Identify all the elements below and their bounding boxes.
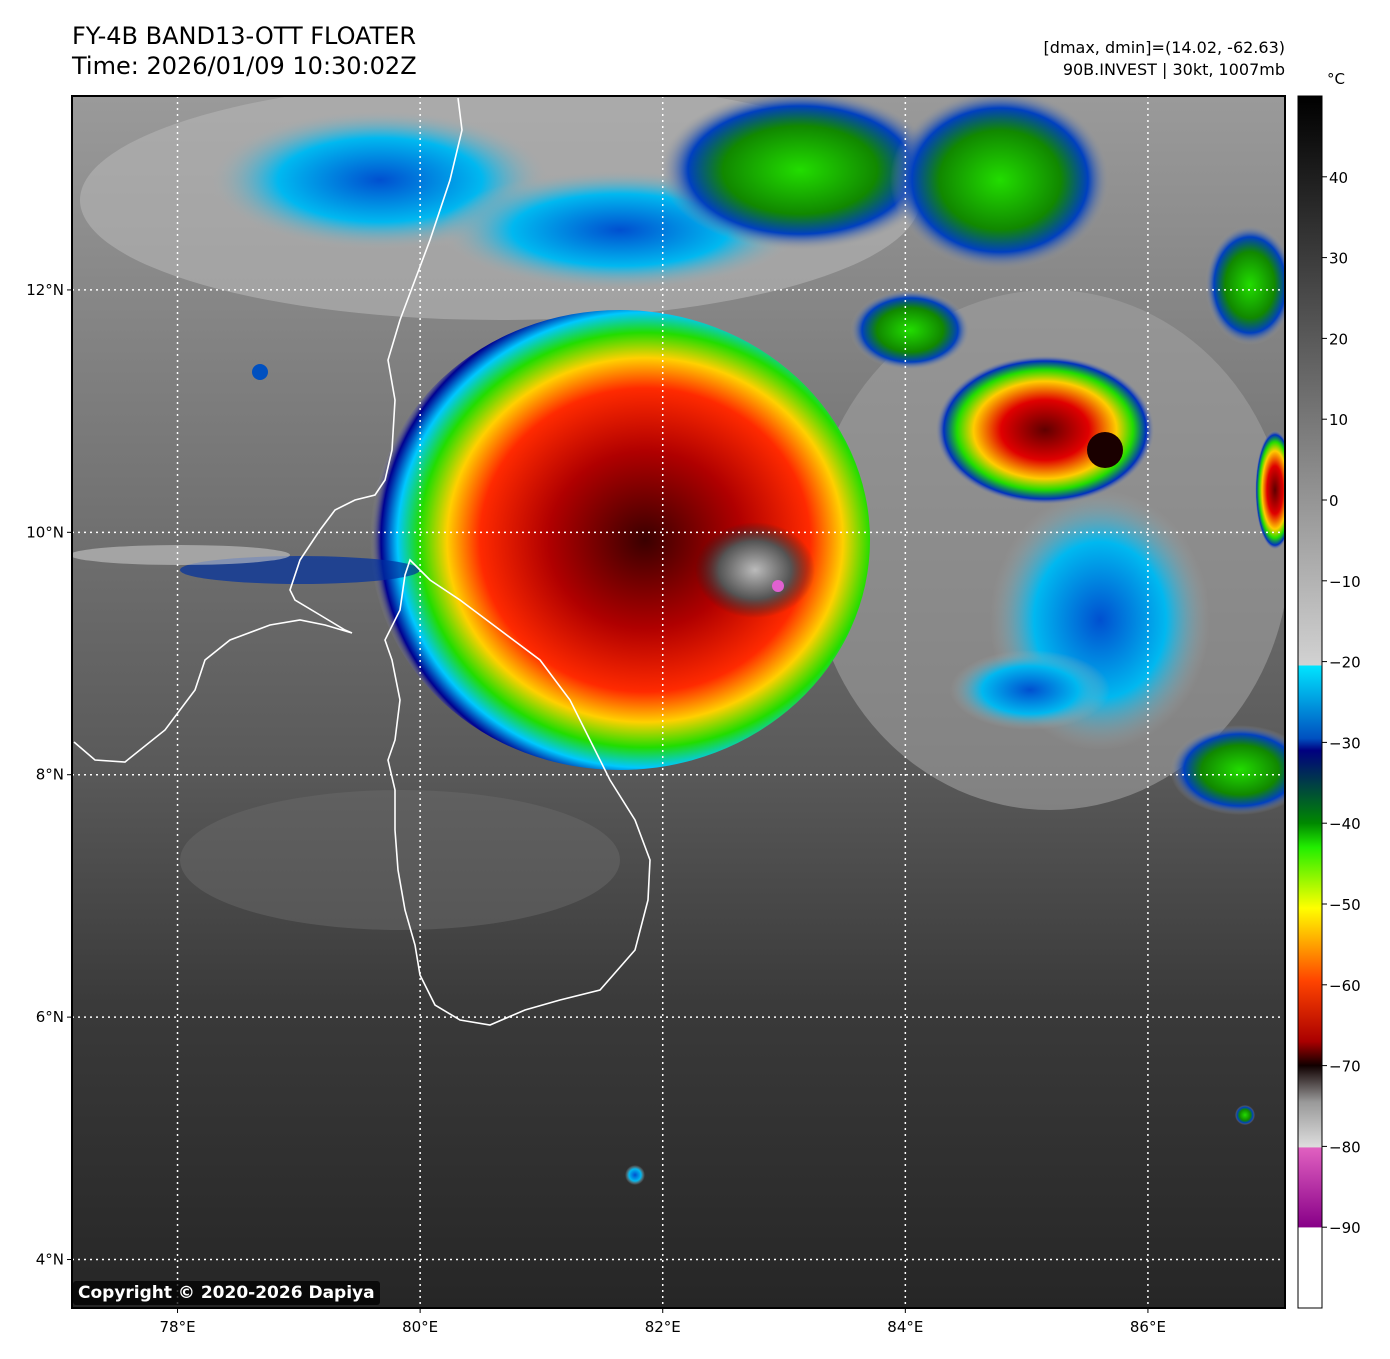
green-cell-edge xyxy=(1205,225,1285,345)
map-frame xyxy=(71,95,1286,1309)
storm-info: 90B.INVEST | 30kt, 1007mb xyxy=(1062,60,1285,79)
colorbar-tick-label: −50 xyxy=(1329,896,1361,914)
colorbar-tick-label: −90 xyxy=(1329,1219,1361,1237)
colorbar-tick-label: −40 xyxy=(1329,815,1361,833)
small-cell-west xyxy=(252,364,268,380)
gridlines xyxy=(72,96,1285,1308)
colorbar-tick-label: −70 xyxy=(1329,1058,1361,1076)
copyright-badge: Copyright © 2020-2026 Dapiya xyxy=(73,1281,380,1305)
storm-warm-spot xyxy=(695,522,815,618)
storm-cloud-shield xyxy=(370,310,870,770)
coastline-sri-lanka xyxy=(384,558,651,1026)
lat-tick-label: 10°N xyxy=(26,523,64,541)
data-range-info: [dmax, dmin]=(14.02, -62.63) xyxy=(1043,38,1285,57)
colorbar-tick-label: −60 xyxy=(1329,977,1361,995)
colorbar-tick-label: 40 xyxy=(1329,169,1348,187)
title-time: Time: 2026/01/09 10:30:02Z xyxy=(72,52,417,80)
lat-tick-label: 8°N xyxy=(36,766,64,784)
coastline-india xyxy=(73,97,463,763)
green-cell-se xyxy=(1170,725,1285,815)
colorbar xyxy=(1297,95,1323,1309)
cell-edge-red xyxy=(1255,430,1285,550)
colorbar-tick-label: −10 xyxy=(1329,573,1361,591)
colorbar-tick-label: 0 xyxy=(1329,492,1339,510)
cell-cold-top xyxy=(1087,432,1123,468)
lon-tick-label: 80°E xyxy=(402,1318,438,1336)
colorbar-ticks: 40 30 20 10 0 −10 −20 −30 −40 −50 −60 −70 −80 −90 xyxy=(1322,169,1361,1237)
north-green-cell xyxy=(660,96,940,250)
blue-cell-2 xyxy=(950,650,1110,730)
colorbar-unit: °C xyxy=(1327,70,1345,88)
lon-tick-label: 84°E xyxy=(887,1318,923,1336)
sri-lanka-cloud xyxy=(180,790,620,930)
colorbar-tick-label: −80 xyxy=(1329,1138,1361,1156)
satellite-imagery xyxy=(72,96,1285,1308)
lon-tick-label: 82°E xyxy=(645,1318,681,1336)
title-product: FY-4B BAND13-OTT FLOATER xyxy=(72,22,417,50)
colorbar-tick-label: 10 xyxy=(1329,411,1348,429)
colorbar-tick-label: −30 xyxy=(1329,734,1361,752)
lat-tick-label: 12°N xyxy=(26,281,64,299)
lon-tick-label: 86°E xyxy=(1130,1318,1166,1336)
colorbar-tick-label: 30 xyxy=(1329,250,1348,268)
small-cell-south xyxy=(1235,1105,1255,1125)
lat-tick-label: 4°N xyxy=(36,1251,64,1269)
lon-tick-label: 78°E xyxy=(159,1318,195,1336)
west-white-streak xyxy=(72,545,290,565)
colorbar-tick-label: 20 xyxy=(1329,330,1348,348)
colorbar-tick-label: −20 xyxy=(1329,654,1361,672)
small-cell-south-2 xyxy=(625,1165,645,1185)
convective-cell-east xyxy=(935,355,1155,505)
longitude-ticks: 78°E 80°E 82°E 84°E 86°E xyxy=(159,1308,1166,1336)
coldest-pixel xyxy=(772,580,784,592)
ne-green-cell xyxy=(890,96,1110,270)
lat-tick-label: 6°N xyxy=(36,1008,64,1026)
green-cell-3 xyxy=(850,290,970,370)
latitude-ticks: 4°N 6°N 8°N 10°N 12°N xyxy=(26,281,72,1269)
